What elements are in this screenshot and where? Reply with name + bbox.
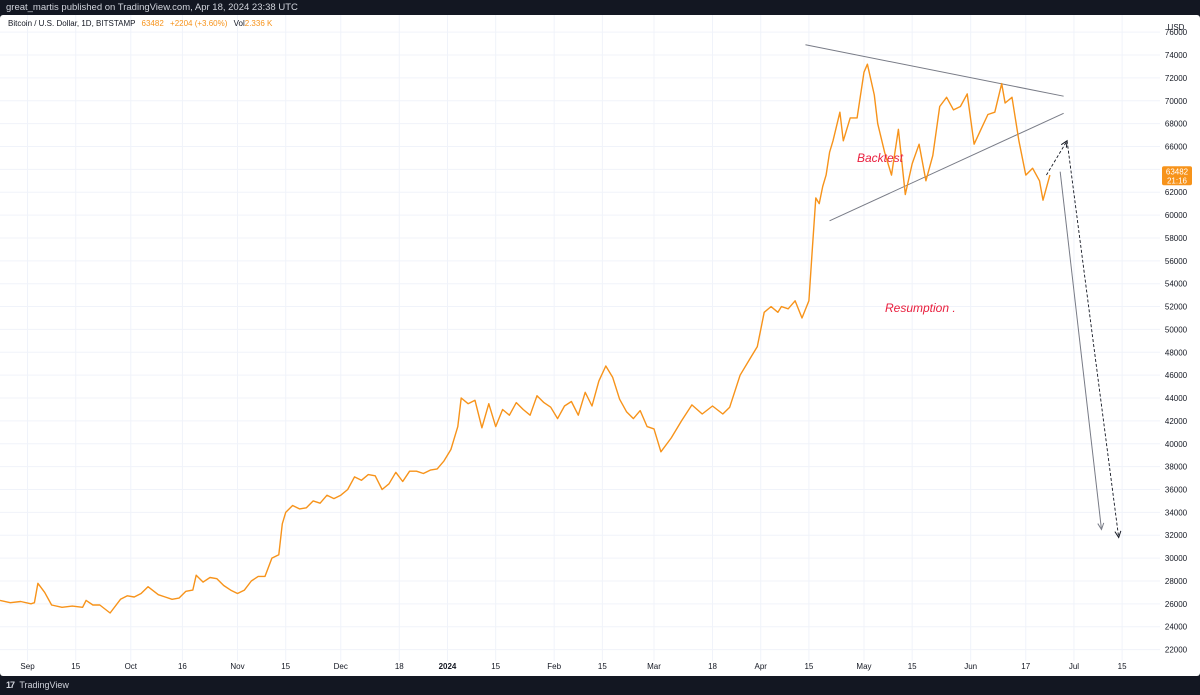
footer-bar: 17 TradingView xyxy=(0,676,1200,695)
price-tick-label: 38000 xyxy=(1165,463,1188,472)
price-tick-label: 74000 xyxy=(1165,51,1188,60)
time-tick-label: Sep xyxy=(20,662,35,671)
volume-value: 2.336 K xyxy=(244,19,273,28)
resumption-dashed-path[interactable] xyxy=(1066,140,1120,538)
triangle-upper-trendline[interactable] xyxy=(805,44,1064,97)
price-tick-label: 30000 xyxy=(1165,554,1188,563)
time-axis: Sep 15 Oct 16 Nov 15 Dec 18 2024 15 Feb 15 Mar 18 Apr 1… xyxy=(20,662,1127,671)
time-tick-label: Oct xyxy=(125,662,138,671)
published-info: great_martis published on TradingView.co… xyxy=(6,2,298,13)
price-tick-label: 70000 xyxy=(1165,97,1188,106)
price-tick-label: 36000 xyxy=(1165,485,1188,494)
currency-label: USD xyxy=(1168,23,1185,32)
price-tick-label: 52000 xyxy=(1165,303,1188,312)
backtest-arrowhead-icon xyxy=(1060,139,1068,148)
time-tick-label: 16 xyxy=(178,662,187,671)
volume-label: Vol xyxy=(233,19,245,28)
time-tick-label: 17 xyxy=(1021,662,1030,671)
time-tick-label: 15 xyxy=(1118,662,1127,671)
resumption-solid-path[interactable] xyxy=(1059,171,1102,530)
backtest-annotation[interactable]: Backtest xyxy=(857,151,904,165)
triangle-lower-trendline[interactable] xyxy=(829,112,1064,222)
tradingview-logo-icon: 17 xyxy=(6,680,15,690)
price-tick-label: 62000 xyxy=(1165,188,1188,197)
time-tick-label: 15 xyxy=(491,662,500,671)
time-tick-label: 15 xyxy=(281,662,290,671)
time-tick-label: 18 xyxy=(395,662,404,671)
price-tick-label: 76000 xyxy=(1165,28,1188,37)
resumption-annotation[interactable]: Resumption . xyxy=(885,301,956,315)
price-tick-label: 24000 xyxy=(1165,623,1188,632)
time-tick-label: Nov xyxy=(230,662,244,671)
price-series xyxy=(0,63,1051,614)
price-tick-label: 26000 xyxy=(1165,600,1188,609)
price-tick-label: 48000 xyxy=(1165,348,1188,357)
time-tick-label: Dec xyxy=(334,662,348,671)
price-tick-label: 54000 xyxy=(1165,280,1188,289)
last-price-badge xyxy=(1162,166,1192,186)
change-value: +2204 (+3.60%) xyxy=(170,19,228,28)
price-tick-label: 72000 xyxy=(1165,74,1188,83)
brand-name: TradingView xyxy=(19,680,69,690)
publisher-bar: great_martis published on TradingView.co… xyxy=(0,0,1200,15)
drawings xyxy=(805,44,1122,539)
backtest-dashed-path[interactable] xyxy=(1046,140,1068,176)
time-tick-label: Jul xyxy=(1069,662,1079,671)
price-tick-label: 22000 xyxy=(1165,646,1188,655)
price-tick-label: 44000 xyxy=(1165,394,1188,403)
price-tick-label: 28000 xyxy=(1165,577,1188,586)
price-tick-label: 60000 xyxy=(1165,211,1188,220)
time-tick-label: 18 xyxy=(708,662,717,671)
price-tick-label: 46000 xyxy=(1165,371,1188,380)
dashed-arrowhead-icon xyxy=(1114,530,1122,539)
price-tick-label: 68000 xyxy=(1165,120,1188,129)
last-price-text: 63482 xyxy=(1166,167,1189,176)
time-tick-label: 15 xyxy=(804,662,813,671)
time-tick-label: Feb xyxy=(547,662,561,671)
time-tick-label: Jun xyxy=(964,662,977,671)
time-tick-label: May xyxy=(856,662,871,671)
price-tick-label: 50000 xyxy=(1165,325,1188,334)
countdown-text: 21:16 xyxy=(1167,176,1188,185)
chart-legend: Bitcoin / U.S. Dollar, 1D, BITSTAMP 6348… xyxy=(8,19,272,28)
solid-arrowhead-icon xyxy=(1097,522,1105,531)
price-chart[interactable]: 22000 24000 26000 28000 30000 32000 34000 36000… xyxy=(0,15,1200,676)
time-tick-label: 15 xyxy=(598,662,607,671)
chart-area[interactable] xyxy=(0,15,1200,676)
symbol-label: Bitcoin / U.S. Dollar, 1D, BITSTAMP xyxy=(8,19,136,28)
price-tick-label: 32000 xyxy=(1165,531,1188,540)
last-value: 63482 xyxy=(141,19,164,28)
time-tick-label: 2024 xyxy=(439,662,457,671)
price-tick-label: 40000 xyxy=(1165,440,1188,449)
price-tick-label: 58000 xyxy=(1165,234,1188,243)
price-tick-label: 66000 xyxy=(1165,142,1188,151)
price-axis: 22000 24000 26000 28000 30000 32000 34000 36000… xyxy=(1165,28,1188,654)
btc-price-line[interactable] xyxy=(0,63,1051,614)
grid-lines xyxy=(0,15,1160,661)
time-tick-label: Mar xyxy=(647,662,661,671)
price-tick-label: 42000 xyxy=(1165,417,1188,426)
time-tick-label: 15 xyxy=(71,662,80,671)
time-tick-label: Apr xyxy=(754,662,767,671)
price-tick-label: 34000 xyxy=(1165,508,1188,517)
price-tick-label: 56000 xyxy=(1165,257,1188,266)
time-tick-label: 15 xyxy=(908,662,917,671)
